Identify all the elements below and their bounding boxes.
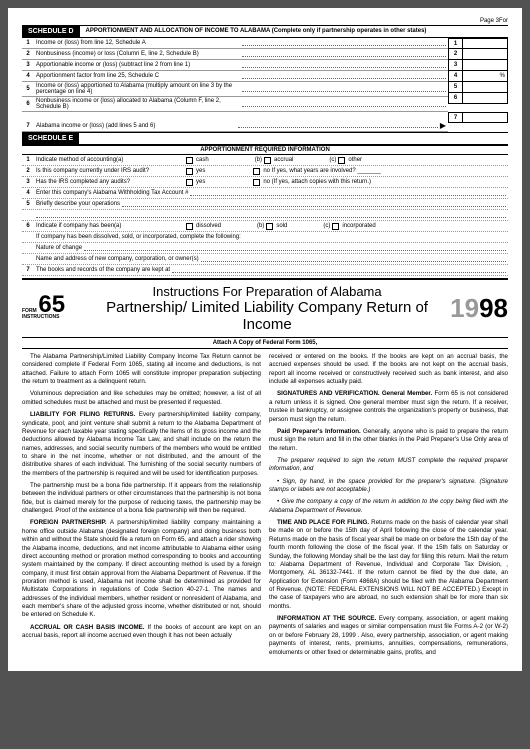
amount-input[interactable]	[463, 113, 507, 122]
schedule-d-label: SCHEDULE D	[22, 26, 80, 37]
paragraph: received or entered on the books. If the…	[269, 353, 508, 386]
checkbox[interactable]	[332, 223, 339, 230]
line-text: Income or (loss) apportioned to Alabama …	[34, 83, 240, 95]
line-text: Enter this company's Alabama Withholding…	[34, 190, 188, 196]
line-text: Is this company currently under IRS audi…	[34, 168, 184, 174]
paragraph: SIGNATURES AND VERIFICATION. General Mem…	[269, 390, 508, 423]
line-text: Nonbusiness income or (loss) allocated t…	[34, 98, 240, 110]
paragraph: TIME AND PLACE FOR FILING. Returns made …	[269, 519, 508, 611]
schedule-e-header: SCHEDULE E	[22, 132, 508, 145]
amount-boxes: 1 2 3 4% 5 6 7	[448, 38, 508, 132]
paragraph: LIABILITY FOR FILING RETURNS. Every part…	[22, 411, 261, 478]
checkbox[interactable]	[253, 179, 260, 186]
page-number: Page 3For	[22, 18, 508, 24]
form-header: FORM 65 INSTRUCTIONS Instructions For Pr…	[22, 280, 508, 338]
form-year: 1998	[450, 293, 508, 324]
line-text: Has the IRS completed any audits?	[34, 179, 184, 185]
line-text: Name and address of new company, corpora…	[34, 256, 199, 262]
paragraph: INFORMATION AT THE SOURCE. Every company…	[269, 615, 508, 657]
instructions-label: INSTRUCTIONS	[22, 314, 84, 320]
schedule-d-body: 1Income or (loss) from line 12, Schedule…	[22, 38, 508, 132]
line-text: Apportionment factor from line 25, Sched…	[34, 73, 240, 79]
form-title-line2: Partnership/ Limited Liability Company R…	[84, 299, 450, 333]
line-text: Indicate if company has been(a)	[34, 223, 184, 229]
schedule-e-label: SCHEDULE E	[22, 133, 79, 144]
tax-form-page: Page 3For SCHEDULE D APPORTIONMENT AND A…	[8, 8, 522, 671]
line-text: The books and records of the company are…	[34, 267, 170, 273]
paragraph: Voluminous depreciation and like schedul…	[22, 390, 261, 407]
schedule-d-header: SCHEDULE D APPORTIONMENT AND ALLOCATION …	[22, 25, 508, 38]
amount-input[interactable]	[463, 39, 507, 48]
paragraph: The preparer required to sign the return…	[269, 457, 508, 474]
line-text: Alabama income or (loss) (add lines 5 an…	[34, 123, 236, 129]
instructions-body: The Alabama Partnership/Limited Liabilit…	[22, 353, 508, 661]
schedule-d-title: APPORTIONMENT AND ALLOCATION OF INCOME T…	[80, 26, 508, 37]
form-title-line1: Instructions For Preparation of Alabama	[84, 284, 450, 299]
amount-input[interactable]	[463, 49, 507, 59]
checkbox[interactable]	[266, 223, 273, 230]
schedule-e-subheader: APPORTIONMENT REQUIRED INFORMATION	[22, 145, 508, 155]
checkbox[interactable]	[186, 157, 193, 164]
amount-input[interactable]	[463, 82, 507, 92]
paragraph: • Give the company a copy of the return …	[269, 498, 508, 515]
line-text: Nature of change	[34, 245, 82, 251]
checkbox[interactable]	[264, 157, 271, 164]
amount-input[interactable]	[463, 60, 507, 70]
checkbox[interactable]	[253, 168, 260, 175]
paragraph: Paid Preparer's Information. Generally, …	[269, 428, 508, 453]
paragraph: • Sign, by hand, in the space provided f…	[269, 478, 508, 495]
right-column: received or entered on the books. If the…	[269, 353, 508, 661]
attach-instruction: Attach A Copy of Federal Form 1065,	[22, 338, 508, 349]
amount-input[interactable]	[463, 93, 507, 103]
paragraph: The partnership must be a bona fide part…	[22, 482, 261, 515]
line-text: Briefly describe your operations	[34, 201, 120, 207]
line-text: Apportionable income or (loss) (subtract…	[34, 62, 240, 68]
arrow-icon: ▶	[440, 121, 446, 130]
amount-input[interactable]: %	[463, 71, 507, 81]
checkbox[interactable]	[186, 223, 193, 230]
line-text: Nonbusiness (income) or loss (Column E, …	[34, 51, 240, 57]
paragraph: ACCRUAL OR CASH BASIS INCOME. If the boo…	[22, 624, 261, 641]
paragraph: FOREIGN PARTNERSHIP. A partnership/limit…	[22, 519, 261, 619]
checkbox[interactable]	[186, 168, 193, 175]
checkbox[interactable]	[186, 179, 193, 186]
line-text: Income or (loss) from line 12, Schedule …	[34, 40, 240, 46]
paragraph: The Alabama Partnership/Limited Liabilit…	[22, 353, 261, 386]
line-text: If company has been dissolved, sold, or …	[34, 234, 241, 240]
left-column: The Alabama Partnership/Limited Liabilit…	[22, 353, 261, 661]
line-text: Indicate method of accounting(a)	[34, 157, 184, 163]
checkbox[interactable]	[338, 157, 345, 164]
